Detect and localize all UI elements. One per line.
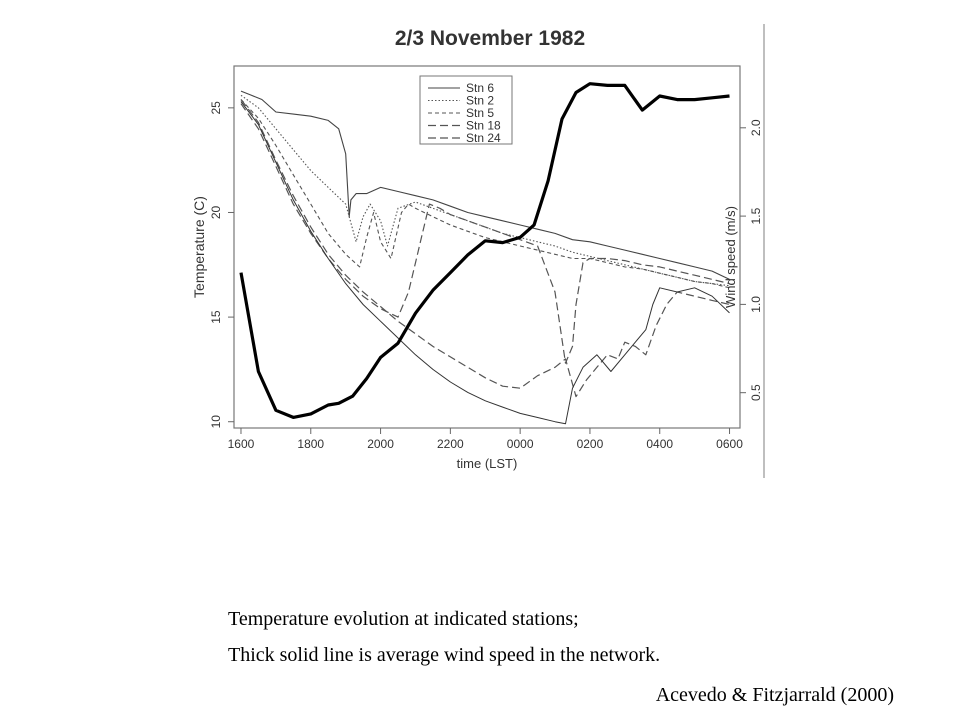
- x-tick-label: 2000: [367, 437, 394, 451]
- y-right-tick-label: 2.0: [749, 119, 763, 136]
- y-left-axis-label: Temperature (C): [191, 196, 207, 298]
- legend-entry: Stn 6: [466, 81, 494, 95]
- y-left-tick-label: 25: [209, 101, 223, 115]
- y-left-tick-label: 15: [209, 310, 223, 324]
- series-line-stn-18: [240, 103, 730, 364]
- x-axis-label: time (LST): [457, 456, 518, 471]
- chart-title: 2/3 November 1982: [395, 27, 585, 50]
- caption-line-2: Thick solid line is average wind speed i…: [228, 644, 661, 666]
- series-line-5: [240, 101, 730, 425]
- x-tick-label: 1600: [228, 437, 255, 451]
- series-line-stn-5: [240, 99, 730, 289]
- legend-entry: Stn 18: [466, 119, 501, 133]
- series-line-stn-6: [240, 90, 730, 280]
- y-left-tick-label: 20: [209, 205, 223, 219]
- legend-entry: Stn 2: [466, 94, 494, 108]
- x-tick-label: 0000: [507, 437, 534, 451]
- y-right-tick-label: 0.5: [749, 384, 763, 401]
- x-tick-label: 0200: [577, 437, 604, 451]
- caption-line-1: Temperature evolution at indicated stati…: [228, 608, 579, 630]
- legend-entry: Stn 24: [466, 131, 501, 145]
- plot-frame: [233, 65, 741, 429]
- series-line-stn-24: [240, 99, 730, 398]
- x-tick-label: 0600: [716, 437, 743, 451]
- y-right-tick-label: 1.0: [749, 296, 763, 313]
- legend-box: [419, 75, 513, 145]
- legend-entry: Stn 5: [466, 106, 494, 120]
- x-tick-label: 1800: [297, 437, 324, 451]
- y-left-tick-label: 10: [209, 415, 223, 429]
- wind-speed-line: [239, 82, 730, 419]
- x-tick-label: 0400: [646, 437, 673, 451]
- y-right-axis-label: Wind speed (m/s): [723, 206, 738, 308]
- y-right-tick-label: 1.5: [749, 207, 763, 224]
- citation: Acevedo & Fitzjarrald (2000): [655, 684, 894, 706]
- x-tick-label: 2200: [437, 437, 464, 451]
